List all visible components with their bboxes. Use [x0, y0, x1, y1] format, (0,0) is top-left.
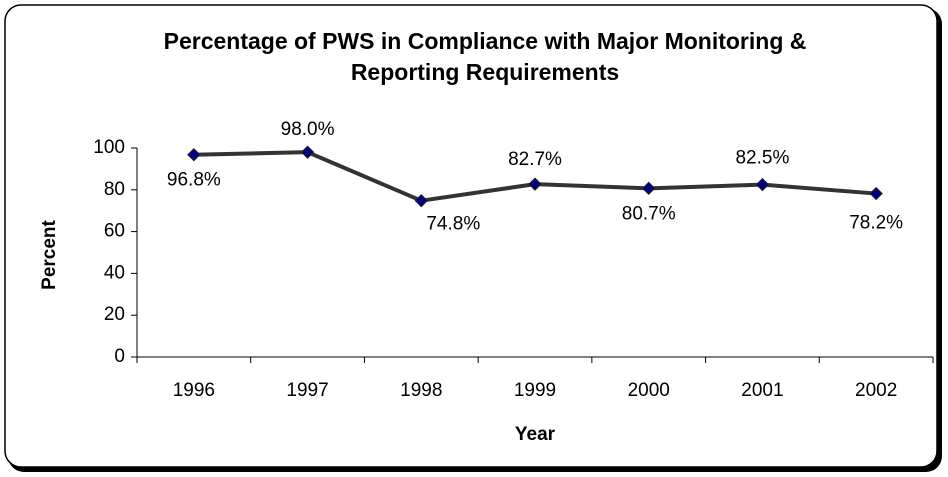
value-label: 74.8%	[426, 214, 480, 235]
value-label: 82.5%	[735, 148, 789, 169]
marker	[642, 181, 656, 196]
marker	[187, 147, 201, 162]
value-label: 78.2%	[849, 213, 903, 234]
chart-title: Percentage of PWS in Compliance with Maj…	[163, 28, 807, 85]
value-label: 82.7%	[508, 149, 562, 170]
x-tick-label: 1998	[400, 380, 442, 401]
x-tick-label: 2002	[855, 380, 897, 401]
value-label: 96.8%	[167, 170, 221, 191]
x-tick-label: 1997	[286, 380, 328, 401]
y-axis-label: Percent	[39, 219, 60, 289]
marker	[755, 177, 770, 192]
y-tick-label: 20	[104, 304, 125, 325]
marker	[528, 177, 542, 191]
y-tick-label: 60	[104, 221, 125, 242]
x-axis-label: Year	[515, 424, 556, 445]
marker	[869, 186, 883, 201]
frame	[4, 4, 938, 468]
y-tick-label: 0	[114, 346, 125, 367]
y-tick-label: 100	[93, 137, 125, 158]
y-tick-label: 80	[104, 179, 125, 200]
x-tick-label: 1999	[514, 380, 556, 401]
marker	[414, 193, 428, 208]
value-label: 80.7%	[622, 203, 676, 224]
marker	[300, 145, 315, 159]
value-label: 98.0%	[281, 119, 335, 140]
x-tick-label: 2000	[628, 380, 670, 401]
x-tick-label: 1996	[173, 380, 215, 401]
x-tick-label: 2001	[741, 380, 783, 401]
y-tick-label: 40	[104, 262, 125, 283]
